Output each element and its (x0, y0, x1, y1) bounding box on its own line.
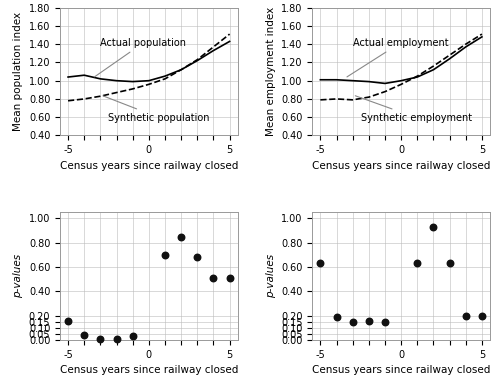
Point (348, 319, 356, 325)
Text: Synthetic population: Synthetic population (103, 96, 210, 123)
Point (446, 260, 454, 266)
Y-axis label: p-values: p-values (266, 254, 276, 298)
Point (112, 336, 120, 342)
Point (226, 275, 234, 281)
Point (316, 260, 324, 266)
Text: Actual employment: Actual employment (347, 38, 448, 77)
Point (332, 314, 340, 320)
X-axis label: Census years since railway closed: Census years since railway closed (312, 365, 490, 375)
Point (430, 224, 438, 230)
X-axis label: Census years since railway closed: Census years since railway closed (60, 161, 238, 171)
Text: Actual population: Actual population (94, 38, 186, 77)
Point (381, 319, 389, 325)
Point (365, 317, 373, 324)
Point (96, 336, 104, 342)
Y-axis label: Mean population index: Mean population index (13, 12, 23, 131)
Point (161, 252, 169, 258)
Point (414, 260, 422, 266)
Point (80, 332, 88, 338)
Y-axis label: p-values: p-values (13, 254, 23, 298)
X-axis label: Census years since railway closed: Census years since railway closed (60, 365, 238, 375)
Point (462, 312, 470, 319)
Text: Synthetic employment: Synthetic employment (356, 96, 472, 123)
Point (128, 333, 136, 339)
X-axis label: Census years since railway closed: Census years since railway closed (312, 161, 490, 171)
Point (64, 317, 72, 324)
Point (478, 312, 486, 319)
Y-axis label: Mean employment index: Mean employment index (266, 7, 276, 136)
Point (210, 275, 218, 281)
Point (177, 233, 185, 240)
Point (194, 254, 202, 260)
